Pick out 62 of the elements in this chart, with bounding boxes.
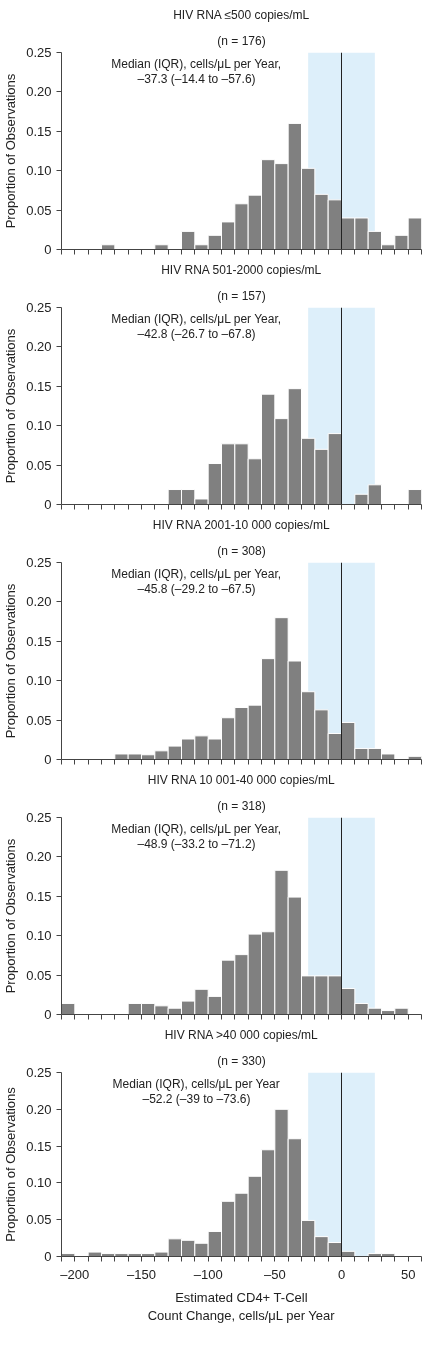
chart-title: HIV RNA 10 001-40 000 copies/mL [147, 772, 335, 787]
y-tick-label: 0.05 [26, 1212, 52, 1228]
chart-subtitle: (n = 318) [217, 798, 266, 813]
y-tick-label: 0.25 [26, 1065, 52, 1080]
y-tick-label: 0.15 [26, 888, 52, 904]
y-tick-label: 0.05 [26, 457, 52, 473]
y-axis-title: Proportion of Observations [3, 1086, 19, 1242]
y-tick-label: 0.10 [26, 163, 52, 179]
y-tick-label: 0.10 [26, 928, 52, 944]
annotation: –45.8 (–29.2 to –67.5) [137, 581, 256, 596]
chart-title: HIV RNA >40 000 copies/mL [164, 1027, 319, 1042]
y-tick-label: 0.20 [26, 84, 52, 100]
y-tick-label: 0.15 [26, 1138, 52, 1154]
y-tick-label: 0 [44, 242, 52, 257]
annotation: –42.8 (–26.7 to –67.8) [137, 326, 256, 341]
annotation: Median (IQR), cells/μL per Year [112, 1076, 280, 1091]
y-tick-label: 0.10 [26, 673, 52, 689]
y-axis-title: Proportion of Observations [3, 328, 19, 484]
chart-subtitle: (n = 176) [217, 33, 266, 48]
y-tick-label: 0.15 [26, 378, 52, 394]
y-tick-label: 0.20 [26, 1101, 52, 1117]
y-tick-label: 0.20 [26, 339, 52, 355]
y-tick-label: 0.25 [26, 300, 52, 315]
y-tick-label: 0 [44, 1249, 52, 1264]
annotation: –48.9 (–33.2 to –71.2) [137, 836, 256, 851]
y-axis-title: Proportion of Observations [3, 73, 19, 229]
annotation: Median (IQR), cells/μL per Year, [111, 566, 282, 581]
x-tick-label: –200 [60, 1266, 90, 1282]
annotation: Median (IQR), cells/μL per Year, [111, 821, 282, 836]
y-tick-label: 0.10 [26, 1175, 52, 1191]
y-axis-title: Proportion of Observations [3, 838, 19, 994]
annotation: –52.2 (–39 to –73.6) [142, 1091, 251, 1106]
y-tick-label: 0.15 [26, 123, 52, 139]
y-tick-label: 0 [44, 1007, 52, 1022]
y-tick-label: 0.20 [26, 594, 52, 610]
y-tick-label: 0.25 [26, 45, 52, 60]
annotation: Median (IQR), cells/μL per Year, [111, 311, 282, 326]
y-tick-label: 0.05 [26, 712, 52, 728]
y-tick-label: 0.15 [26, 633, 52, 649]
annotation: –37.3 (–14.4 to –57.6) [137, 71, 256, 86]
x-tick-label: –150 [127, 1266, 156, 1282]
x-tick-label: –100 [193, 1266, 223, 1282]
y-tick-label: 0.20 [26, 849, 52, 865]
x-tick-label: 0 [337, 1266, 346, 1282]
y-tick-label: 0.25 [26, 810, 52, 825]
x-axis-title: Estimated CD4+ T-Cell Count Change, cells/μL per Year [147, 1289, 336, 1323]
y-tick-label: 0 [44, 752, 52, 767]
y-tick-label: 0 [44, 497, 52, 512]
y-tick-label: 0.05 [26, 967, 52, 983]
annotation: Median (IQR), cells/μL per Year, [111, 56, 282, 71]
y-tick-label: 0.25 [26, 555, 52, 570]
chart-subtitle: (n = 330) [217, 1053, 266, 1068]
chart-title: HIV RNA 2001-10 000 copies/mL [152, 517, 330, 532]
chart-subtitle: (n = 308) [217, 543, 266, 558]
y-tick-label: 0.05 [26, 202, 52, 218]
chart-title: HIV RNA ≤500 copies/mL [173, 7, 310, 22]
chart-subtitle: (n = 157) [217, 288, 266, 303]
y-tick-label: 0.10 [26, 418, 52, 434]
x-tick-label: 50 [400, 1266, 416, 1282]
chart-title: HIV RNA 501-2000 copies/mL [161, 262, 322, 277]
y-axis-title: Proportion of Observations [3, 583, 19, 739]
x-tick-label: –50 [263, 1266, 286, 1282]
